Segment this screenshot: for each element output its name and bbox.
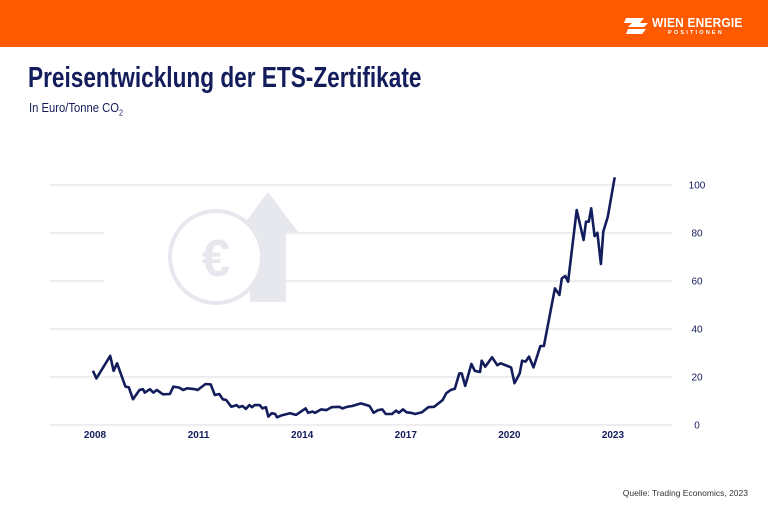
y-tick-label: 20 (691, 373, 703, 384)
brand-subtitle: POSITIONEN (668, 30, 724, 36)
y-tick-label: 40 (691, 325, 703, 336)
brand-name: WIEN ENERGIE (652, 15, 743, 30)
subtitle-text: In Euro/Tonne CO (29, 101, 120, 115)
chart-subtitle: In Euro/Tonne CO2 (29, 101, 123, 118)
y-axis: 0 20 40 60 80 100 (689, 181, 706, 432)
price-line (91, 177, 616, 419)
y-tick-label: 60 (691, 277, 703, 288)
y-tick-label: 80 (691, 229, 703, 240)
source-note: Quelle: Trading Economics, 2023 (622, 488, 748, 498)
euro-coin-up-arrow-icon: € (104, 190, 298, 310)
svg-text:€: € (202, 230, 231, 288)
x-tick-label: 2023 (602, 430, 625, 441)
x-tick-label: 2011 (188, 430, 210, 441)
y-tick-label: 100 (689, 181, 706, 192)
subtitle-subscript: 2 (119, 108, 124, 118)
x-tick-label: 2014 (291, 430, 314, 441)
x-tick-label: 2020 (498, 430, 521, 441)
wien-energie-logo-icon (624, 18, 648, 34)
x-tick-label: 2017 (395, 430, 418, 441)
y-tick-label: 0 (694, 421, 700, 432)
page-title: Preisentwicklung der ETS-Zertifikate (28, 62, 422, 94)
x-axis: 2008 2011 2014 2017 2020 2023 (84, 430, 625, 441)
header-bar: WIEN ENERGIE POSITIONEN (0, 0, 768, 47)
x-tick-label: 2008 (84, 430, 107, 441)
